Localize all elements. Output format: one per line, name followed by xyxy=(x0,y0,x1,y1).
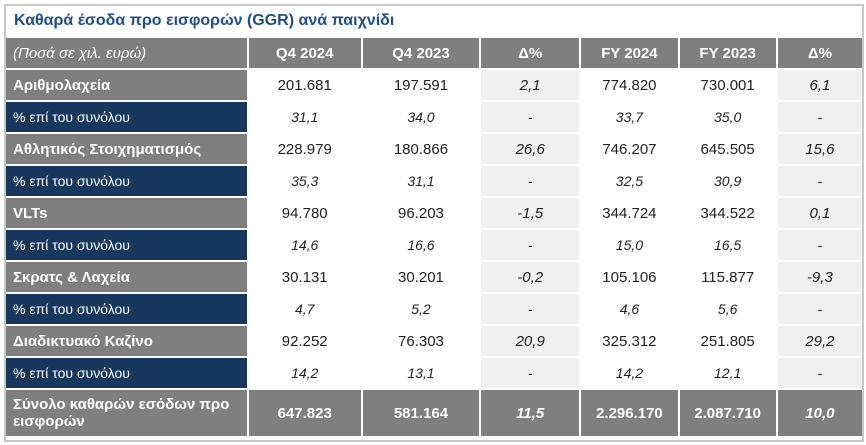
cell-q4-delta: 2,1 xyxy=(481,70,580,100)
share-row: % επί του συνόλου 4,7 5,2 - 4,6 5,6 - xyxy=(6,294,862,324)
cell-q4-delta: 26,6 xyxy=(481,134,580,164)
header-fy-2023: FY 2023 xyxy=(679,38,776,68)
header-q4-2024: Q4 2024 xyxy=(248,38,361,68)
header-q4-2023: Q4 2023 xyxy=(362,38,480,68)
cell-fy-2023: 2.087.710 xyxy=(679,390,776,436)
cell-label: % επί του συνόλου xyxy=(6,358,247,388)
cell-fy-delta: - xyxy=(777,294,862,324)
cell-fy-2023: 344.522 xyxy=(700,204,755,222)
cell-q4-delta: 20,9 xyxy=(481,326,580,356)
cell-fy-delta: 6,1 xyxy=(777,70,862,100)
cell-fy-2023: 115.877 xyxy=(701,268,755,286)
cell-fy-2024: 774.820 xyxy=(602,76,657,94)
header-label: (Ποσά σε χιλ. ευρώ) xyxy=(6,38,247,68)
cell-fy-2023: 730.001 xyxy=(700,76,755,94)
header-fy-2024: FY 2024 xyxy=(581,38,678,68)
cell-q4-2024: 14,2 xyxy=(291,365,319,381)
share-row: % επί του συνόλου 14,2 13,1 - 14,2 12,1 - xyxy=(6,358,862,388)
cell-q4-2024: 31,1 xyxy=(291,109,319,125)
cell-q4-delta: 11,5 xyxy=(481,390,580,436)
cell-q4-2024: 647.823 xyxy=(248,390,361,436)
share-row: % επί του συνόλου 14,6 16,6 - 15,0 16,5 - xyxy=(6,230,862,260)
game-row: Σκρατς & Λαχεία 30.131 30.201 -0,2 105.106 11… xyxy=(6,262,862,292)
cell-q4-2023: 30.201 xyxy=(398,268,444,286)
cell-fy-2024: 33,7 xyxy=(615,109,644,125)
share-row: % επί του συνόλου 31,1 34,0 - 33,7 35,0 - xyxy=(6,102,862,132)
cell-q4-2024: 92.252 xyxy=(281,332,328,350)
cell-q4-2023: 180.866 xyxy=(393,140,449,158)
cell-q4-2024: 35,3 xyxy=(291,173,319,189)
ggr-table-panel: Καθαρά έσοδα προ εισφορών (GGR) ανά παιχ… xyxy=(4,4,864,442)
cell-q4-delta: - xyxy=(481,102,580,132)
cell-q4-delta: - xyxy=(481,294,580,324)
table-title: Καθαρά έσοδα προ εισφορών (GGR) ανά παιχ… xyxy=(14,12,395,29)
cell-fy-2024: 4,6 xyxy=(619,301,640,317)
cell-q4-2024: 201.681 xyxy=(277,76,332,94)
cell-fy-2024: 344.724 xyxy=(602,204,657,222)
cell-fy-2024: 14,2 xyxy=(615,365,644,381)
cell-fy-delta: - xyxy=(777,230,862,260)
cell-label: % επί του συνόλου xyxy=(6,294,247,324)
cell-label: VLTs xyxy=(6,198,247,228)
cell-fy-2024: 32,5 xyxy=(615,173,644,189)
cell-fy-2023: 645.505 xyxy=(700,140,755,158)
header-row: (Ποσά σε χιλ. ευρώ) Q4 2024 Q4 2023 Δ% FY 20… xyxy=(6,38,862,68)
cell-fy-delta: - xyxy=(777,166,862,196)
cell-q4-2024: 4,7 xyxy=(294,301,315,317)
cell-q4-delta: - xyxy=(481,230,580,260)
cell-label: Διαδικτυακό Καζίνο xyxy=(6,326,247,356)
cell-label: Αριθμολαχεία xyxy=(6,70,247,100)
cell-q4-2024: 14,6 xyxy=(291,237,319,253)
cell-fy-2023: 5,6 xyxy=(717,301,738,317)
cell-label: Αθλητικός Στοιχηματισμός xyxy=(6,134,247,164)
cell-q4-delta: -1,5 xyxy=(481,198,580,228)
cell-label: % επί του συνόλου xyxy=(6,230,247,260)
cell-fy-2024: 15,0 xyxy=(615,237,644,253)
cell-q4-2023: 96.203 xyxy=(398,204,444,222)
header-q4-delta: Δ% xyxy=(481,38,580,68)
cell-label: % επί του συνόλου xyxy=(6,102,247,132)
cell-q4-2023: 16,6 xyxy=(407,237,435,253)
cell-q4-delta: - xyxy=(481,358,580,388)
cell-fy-delta: 29,2 xyxy=(777,326,862,356)
cell-fy-2024: 105.106 xyxy=(602,268,657,286)
cell-label: Σκρατς & Λαχεία xyxy=(6,262,247,292)
cell-fy-delta: - xyxy=(777,102,862,132)
cell-q4-2023: 581.164 xyxy=(362,390,480,436)
cell-fy-delta: 0,1 xyxy=(777,198,862,228)
cell-label: % επί του συνόλου xyxy=(6,166,247,196)
cell-fy-delta: 10,0 xyxy=(777,390,862,436)
cell-fy-delta: 15,6 xyxy=(777,134,862,164)
share-row: % επί του συνόλου 35,3 31,1 - 32,5 30,9 - xyxy=(6,166,862,196)
cell-q4-2024: 228.979 xyxy=(277,140,332,158)
cell-q4-2023: 34,0 xyxy=(407,109,435,125)
cell-fy-2024: 746.207 xyxy=(602,140,657,158)
cell-q4-2023: 197.591 xyxy=(393,76,449,94)
cell-q4-delta: - xyxy=(481,166,580,196)
cell-fy-2024: 325.312 xyxy=(602,332,657,350)
cell-fy-2023: 12,1 xyxy=(714,365,742,381)
total-row: Σύνολο καθαρών εσόδων προ εισφορών 647.82… xyxy=(6,390,862,436)
header-fy-delta: Δ% xyxy=(777,38,862,68)
cell-fy-2023: 35,0 xyxy=(714,109,742,125)
cell-q4-2024: 94.780 xyxy=(281,204,328,222)
game-row: Αθλητικός Στοιχηματισμός 228.979 180.866 26… xyxy=(6,134,862,164)
cell-q4-2023: 31,1 xyxy=(407,173,435,189)
game-row: Διαδικτυακό Καζίνο 92.252 76.303 20,9 325.31… xyxy=(6,326,862,356)
ggr-table: (Ποσά σε χιλ. ευρώ) Q4 2024 Q4 2023 Δ% FY 20… xyxy=(4,36,864,438)
cell-fy-2023: 16,5 xyxy=(714,237,742,253)
cell-q4-2023: 5,2 xyxy=(411,301,431,317)
cell-fy-delta: -9,3 xyxy=(777,262,862,292)
cell-fy-delta: - xyxy=(777,358,862,388)
cell-fy-2023: 251.805 xyxy=(700,332,755,350)
cell-q4-2023: 13,1 xyxy=(407,365,435,381)
cell-q4-delta: -0,2 xyxy=(481,262,580,292)
cell-q4-2024: 30.131 xyxy=(281,268,328,286)
cell-fy-2023: 30,9 xyxy=(714,173,742,189)
cell-fy-2024: 2.296.170 xyxy=(581,390,678,436)
game-row: VLTs 94.780 96.203 -1,5 344.724 344.522 0,1 xyxy=(6,198,862,228)
cell-label: Σύνολο καθαρών εσόδων προ εισφορών xyxy=(6,390,247,436)
game-row: Αριθμολαχεία 201.681 197.591 2,1 774.820 730.… xyxy=(6,70,862,100)
cell-q4-2023: 76.303 xyxy=(398,332,444,350)
